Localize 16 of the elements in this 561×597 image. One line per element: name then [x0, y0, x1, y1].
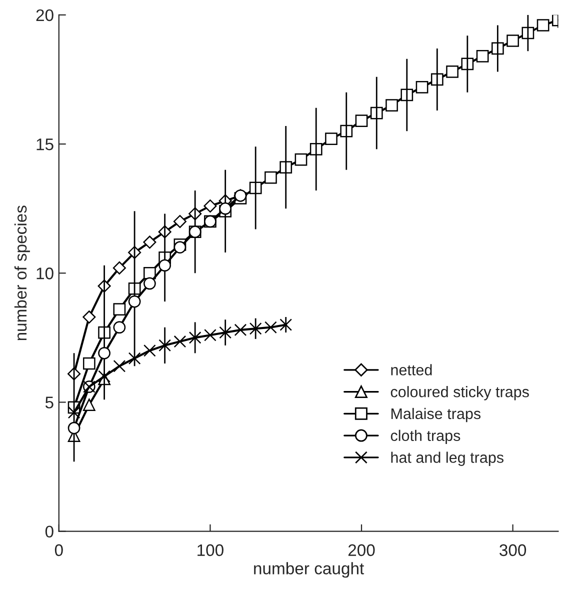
y-tick-label: 10: [36, 268, 54, 280]
legend-label: Malaise traps: [391, 408, 481, 422]
x-axis-title: number caught: [254, 562, 364, 578]
y-tick-label: 0: [45, 526, 54, 538]
y-tick-label: 20: [36, 9, 54, 22]
y-tick-label: 5: [45, 396, 54, 408]
legend-label: cloth traps: [390, 430, 460, 444]
y-axis-title: number of species: [14, 206, 30, 340]
legend-label: coloured sticky traps: [390, 386, 529, 400]
x-tick-label: 300: [500, 544, 526, 556]
legend-label: hat and leg traps: [391, 452, 504, 466]
legend-label: netted: [391, 364, 432, 376]
y-tick-label: 15: [36, 138, 54, 150]
x-tick-label: 0: [54, 544, 63, 556]
x-tick-label: 100: [198, 544, 224, 556]
x-tick-label: 200: [348, 544, 375, 556]
